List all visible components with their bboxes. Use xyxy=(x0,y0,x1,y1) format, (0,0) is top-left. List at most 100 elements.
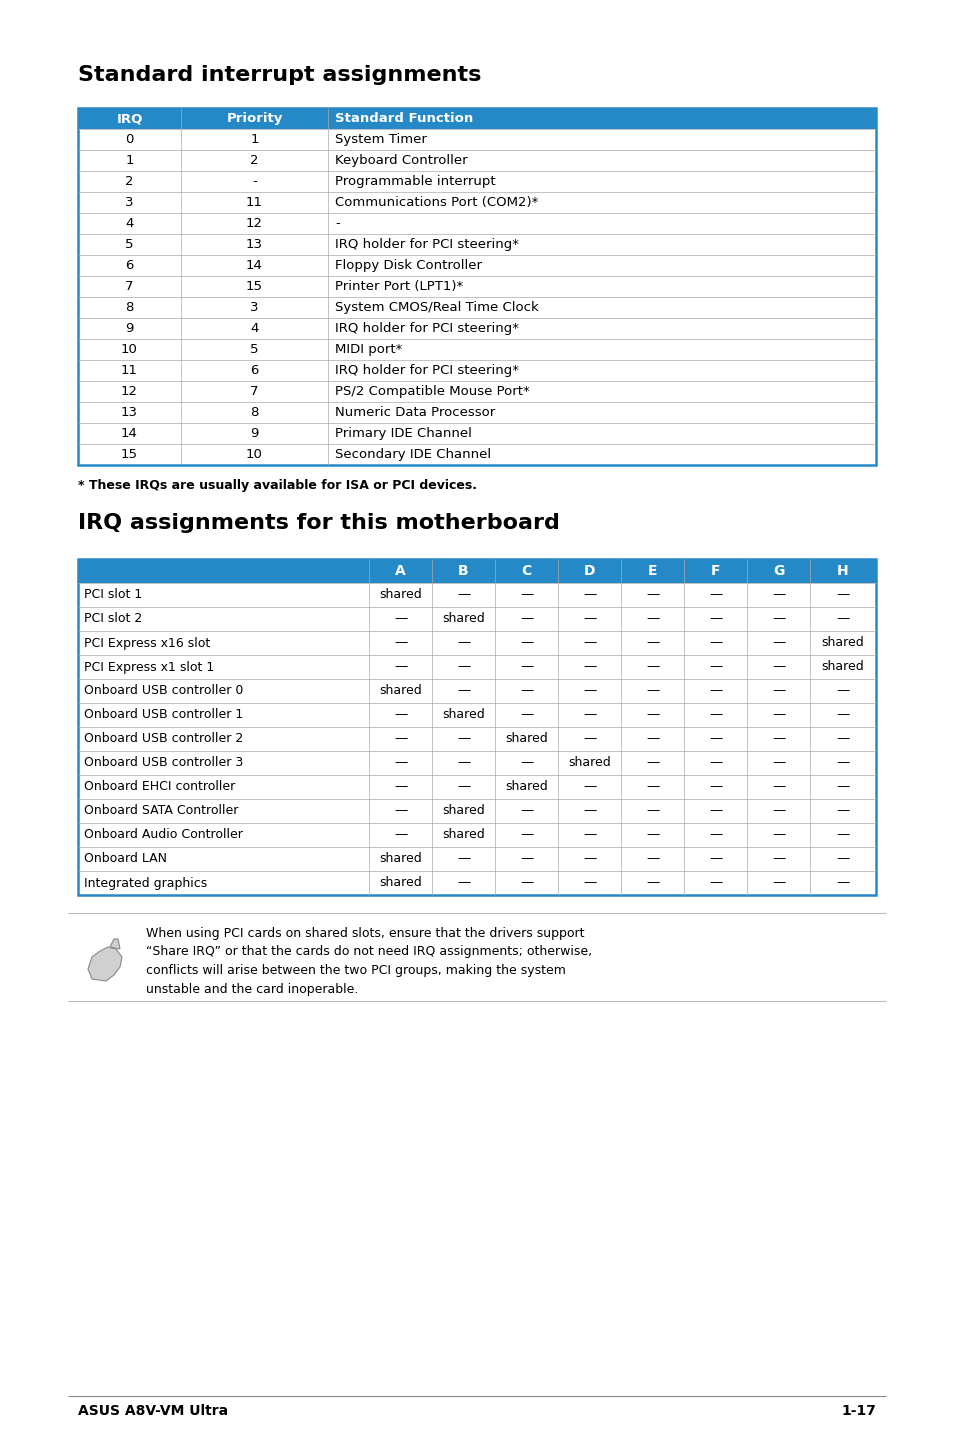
Text: —: — xyxy=(708,637,721,650)
Bar xyxy=(78,559,875,894)
Text: —: — xyxy=(394,637,407,650)
Text: —: — xyxy=(519,828,533,841)
Text: —: — xyxy=(771,684,784,697)
Text: 15: 15 xyxy=(121,449,138,462)
Text: —: — xyxy=(582,684,596,697)
Text: shared: shared xyxy=(441,804,484,817)
Text: —: — xyxy=(519,637,533,650)
Polygon shape xyxy=(88,948,122,981)
Text: —: — xyxy=(645,877,659,890)
Text: —: — xyxy=(645,709,659,722)
Text: Onboard Audio Controller: Onboard Audio Controller xyxy=(84,828,243,841)
Text: —: — xyxy=(708,613,721,626)
Text: D: D xyxy=(583,564,595,578)
Text: 2: 2 xyxy=(250,154,258,167)
Text: Onboard USB controller 1: Onboard USB controller 1 xyxy=(84,709,243,722)
Text: —: — xyxy=(519,877,533,890)
Text: —: — xyxy=(394,613,407,626)
Text: —: — xyxy=(771,828,784,841)
Text: shared: shared xyxy=(378,684,421,697)
Text: —: — xyxy=(394,781,407,794)
Text: —: — xyxy=(708,877,721,890)
Text: —: — xyxy=(836,828,849,841)
Text: —: — xyxy=(771,732,784,745)
Text: —: — xyxy=(645,732,659,745)
Text: —: — xyxy=(836,877,849,890)
Text: —: — xyxy=(836,684,849,697)
Text: 13: 13 xyxy=(246,239,263,252)
Text: —: — xyxy=(645,684,659,697)
Text: —: — xyxy=(836,853,849,866)
Text: 3: 3 xyxy=(250,301,258,313)
Polygon shape xyxy=(110,939,120,949)
Text: —: — xyxy=(582,660,596,673)
Text: IRQ holder for PCI steering*: IRQ holder for PCI steering* xyxy=(335,322,518,335)
Text: 9: 9 xyxy=(125,322,133,335)
Text: —: — xyxy=(836,588,849,601)
Text: —: — xyxy=(582,828,596,841)
Text: PCI Express x16 slot: PCI Express x16 slot xyxy=(84,637,210,650)
Text: MIDI port*: MIDI port* xyxy=(335,344,402,357)
Text: —: — xyxy=(771,781,784,794)
Text: 1-17: 1-17 xyxy=(841,1403,875,1418)
Text: —: — xyxy=(645,613,659,626)
Text: Integrated graphics: Integrated graphics xyxy=(84,877,207,890)
Text: —: — xyxy=(708,781,721,794)
Text: Numeric Data Processor: Numeric Data Processor xyxy=(335,406,495,418)
Text: PCI Express x1 slot 1: PCI Express x1 slot 1 xyxy=(84,660,214,673)
Text: —: — xyxy=(771,709,784,722)
Text: C: C xyxy=(521,564,531,578)
Text: PCI slot 2: PCI slot 2 xyxy=(84,613,142,626)
Text: shared: shared xyxy=(821,660,863,673)
Text: —: — xyxy=(519,804,533,817)
Text: —: — xyxy=(582,804,596,817)
Text: 14: 14 xyxy=(246,259,263,272)
Text: 11: 11 xyxy=(246,196,263,209)
Text: shared: shared xyxy=(504,781,547,794)
Text: —: — xyxy=(836,804,849,817)
Text: —: — xyxy=(456,853,470,866)
Text: 2: 2 xyxy=(125,175,133,188)
Text: 9: 9 xyxy=(250,427,258,440)
Text: —: — xyxy=(836,613,849,626)
Text: Onboard USB controller 2: Onboard USB controller 2 xyxy=(84,732,243,745)
Text: —: — xyxy=(708,756,721,769)
Text: 5: 5 xyxy=(125,239,133,252)
Text: —: — xyxy=(582,732,596,745)
Text: —: — xyxy=(582,637,596,650)
Text: PS/2 Compatible Mouse Port*: PS/2 Compatible Mouse Port* xyxy=(335,385,529,398)
Text: —: — xyxy=(708,804,721,817)
Text: —: — xyxy=(836,756,849,769)
Text: —: — xyxy=(394,756,407,769)
Text: Onboard USB controller 0: Onboard USB controller 0 xyxy=(84,684,243,697)
Text: —: — xyxy=(771,613,784,626)
Text: —: — xyxy=(645,660,659,673)
Text: When using PCI cards on shared slots, ensure that the drivers support
“Share IRQ: When using PCI cards on shared slots, en… xyxy=(146,928,592,995)
Text: —: — xyxy=(456,732,470,745)
Text: shared: shared xyxy=(504,732,547,745)
Text: —: — xyxy=(519,660,533,673)
Text: Standard Function: Standard Function xyxy=(335,112,473,125)
Text: 15: 15 xyxy=(246,280,263,293)
Text: —: — xyxy=(708,828,721,841)
Text: —: — xyxy=(836,732,849,745)
Text: System Timer: System Timer xyxy=(335,132,426,147)
Text: 1: 1 xyxy=(250,132,258,147)
Text: 0: 0 xyxy=(125,132,133,147)
Text: H: H xyxy=(837,564,848,578)
Text: —: — xyxy=(708,660,721,673)
Text: shared: shared xyxy=(568,756,610,769)
Text: Communications Port (COM2)*: Communications Port (COM2)* xyxy=(335,196,537,209)
Text: Priority: Priority xyxy=(226,112,282,125)
Text: Keyboard Controller: Keyboard Controller xyxy=(335,154,467,167)
Text: —: — xyxy=(394,660,407,673)
Text: 5: 5 xyxy=(250,344,258,357)
Text: shared: shared xyxy=(378,877,421,890)
Text: 13: 13 xyxy=(121,406,138,418)
Text: Printer Port (LPT1)*: Printer Port (LPT1)* xyxy=(335,280,463,293)
Text: 4: 4 xyxy=(125,217,133,230)
Text: 7: 7 xyxy=(250,385,258,398)
Text: —: — xyxy=(771,660,784,673)
Text: —: — xyxy=(836,709,849,722)
Text: —: — xyxy=(771,804,784,817)
